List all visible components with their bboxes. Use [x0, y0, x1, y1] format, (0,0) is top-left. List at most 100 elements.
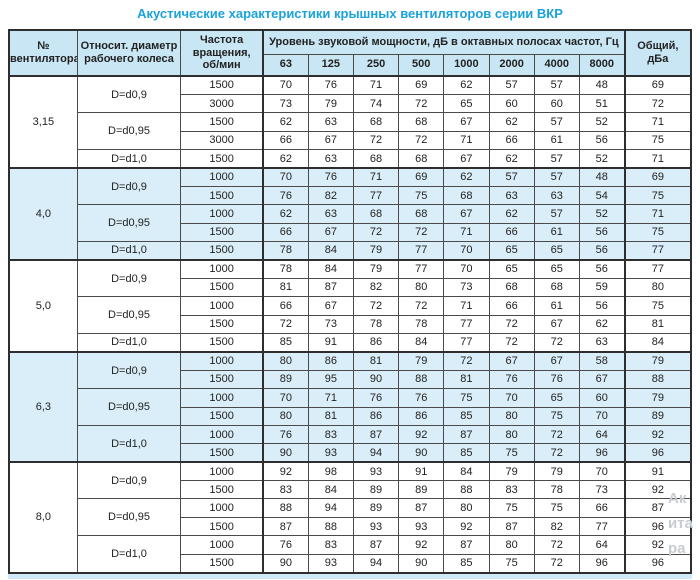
spl-value: 76	[352, 388, 400, 408]
rpm-value: 3000	[180, 93, 264, 114]
total-dba-value: 92	[623, 424, 692, 445]
spl-value: 70	[578, 461, 626, 482]
spl-value: 65	[533, 388, 580, 408]
diameter-label: D=d0,9	[76, 461, 182, 500]
spl-value: 70	[262, 74, 309, 95]
total-dba-value: 79	[623, 350, 692, 371]
header-total-dba: Общий, дБа	[623, 29, 692, 77]
spl-value: 95	[307, 369, 354, 390]
rpm-value: 1500	[180, 277, 264, 298]
fan-number: 6,3	[8, 350, 78, 463]
spl-value: 77	[578, 516, 626, 537]
table-row: 1500 90 93 94 90 85 75 72 96 96	[9, 553, 692, 574]
spl-value: 87	[443, 535, 490, 555]
spl-value: 62	[578, 314, 626, 334]
spl-value: 69	[398, 166, 445, 187]
spl-value: 79	[352, 241, 400, 261]
spl-value: 63	[578, 332, 626, 353]
spl-value: 93	[352, 461, 400, 482]
spl-value: 57	[488, 74, 535, 95]
spl-value: 88	[443, 480, 490, 500]
spl-value: 79	[307, 93, 354, 114]
total-dba-value: 89	[623, 406, 692, 426]
spl-value: 76	[398, 388, 445, 408]
diameter-label: D=d0,95	[76, 204, 182, 243]
spl-value: 76	[262, 535, 309, 555]
spl-value: 78	[398, 314, 445, 334]
total-dba-value: 92	[623, 535, 692, 555]
table-row: 8,0 D=d0,9 1000 92 98 93 91 84 79 79 70 91	[8, 461, 692, 574]
spl-value: 71	[352, 74, 400, 95]
total-dba-value: 84	[623, 332, 692, 353]
spl-value: 81	[352, 350, 400, 371]
spl-value: 67	[307, 296, 354, 316]
total-dba-value: 71	[623, 204, 692, 224]
spl-value: 88	[262, 498, 309, 518]
table-row: D=d0,95 1000 62 63 68 68 67 62 57 52 71	[9, 204, 692, 243]
spl-value: 91	[307, 332, 354, 353]
total-dba-value: 71	[623, 149, 692, 169]
rpm-value: 1500	[180, 553, 264, 574]
rpm-value: 1500	[180, 480, 264, 500]
spl-value: 77	[398, 241, 445, 261]
spl-value: 90	[398, 553, 445, 574]
spl-value: 86	[352, 406, 400, 426]
header-rpm: Частота вращения, об/мин	[180, 29, 264, 77]
rpm-value: 1500	[180, 185, 264, 206]
total-dba-value: 96	[623, 516, 692, 537]
spl-value: 63	[307, 149, 354, 169]
spl-value: 71	[307, 388, 354, 408]
spl-value: 70	[488, 388, 535, 408]
spl-value: 75	[488, 443, 535, 463]
page-title: Акустические характеристики крышных вент…	[137, 6, 563, 21]
rpm-value: 1000	[180, 535, 264, 555]
table-row: D=d0,95 1000 88 94 89 87 80 75 75 66 87	[9, 498, 692, 537]
spl-value: 57	[533, 149, 580, 169]
spl-value: 75	[443, 388, 490, 408]
spl-value: 94	[352, 553, 400, 574]
spl-value: 67	[533, 350, 580, 371]
total-dba-value: 79	[623, 388, 692, 408]
total-dba-value: 75	[623, 130, 692, 151]
spl-value: 58	[578, 350, 626, 371]
spl-value: 48	[578, 166, 626, 187]
spl-value: 72	[533, 535, 580, 555]
spl-value: 68	[352, 149, 400, 169]
spl-value: 87	[488, 516, 535, 537]
table-row: D=d1,0 1500 85 91 86 84 77 72 72 63 84	[9, 332, 692, 353]
spl-value: 67	[443, 204, 490, 224]
spl-value: 70	[262, 388, 309, 408]
spl-value: 61	[533, 130, 580, 151]
table-row: D=d0,95 1000 66 67 72 72 71 66 61 56 75	[9, 296, 692, 334]
rpm-value: 1000	[180, 258, 264, 279]
spl-value: 67	[443, 112, 490, 132]
diameter-label: D=d0,95	[76, 388, 182, 426]
spl-value: 72	[488, 314, 535, 334]
table-row: 6,3 D=d0,9 1000 80 86 81 79 72 67 67 58 79	[8, 350, 692, 463]
spl-value: 85	[443, 553, 490, 574]
diameter-label: D=d1,0	[76, 149, 182, 169]
total-dba-value: 71	[623, 112, 692, 132]
spl-value: 72	[398, 130, 445, 151]
spl-value: 57	[533, 166, 580, 187]
header-fan-no: № вентилятора	[8, 29, 78, 77]
table-row: 4,0 D=d0,9 1000 70 76 71 69 62 57 57 48 69	[8, 166, 692, 261]
spl-value: 85	[443, 406, 490, 426]
spl-value: 84	[307, 241, 354, 261]
spl-value: 71	[443, 296, 490, 316]
spl-value: 72	[488, 332, 535, 353]
spl-value: 62	[262, 204, 309, 224]
freq-header-1000: 1000	[443, 53, 490, 77]
diameter-label: D=d0,9	[76, 75, 182, 114]
total-dba-value: 75	[623, 222, 692, 243]
spl-value: 84	[443, 461, 490, 482]
spl-value: 85	[443, 443, 490, 463]
spl-value: 79	[352, 258, 400, 279]
spl-value: 51	[578, 93, 626, 114]
rpm-value: 1000	[180, 498, 264, 518]
total-dba-value: 77	[623, 258, 692, 279]
spl-value: 89	[398, 480, 445, 500]
spl-value: 87	[443, 424, 490, 445]
spl-value: 72	[262, 314, 309, 334]
spl-value: 76	[262, 424, 309, 445]
